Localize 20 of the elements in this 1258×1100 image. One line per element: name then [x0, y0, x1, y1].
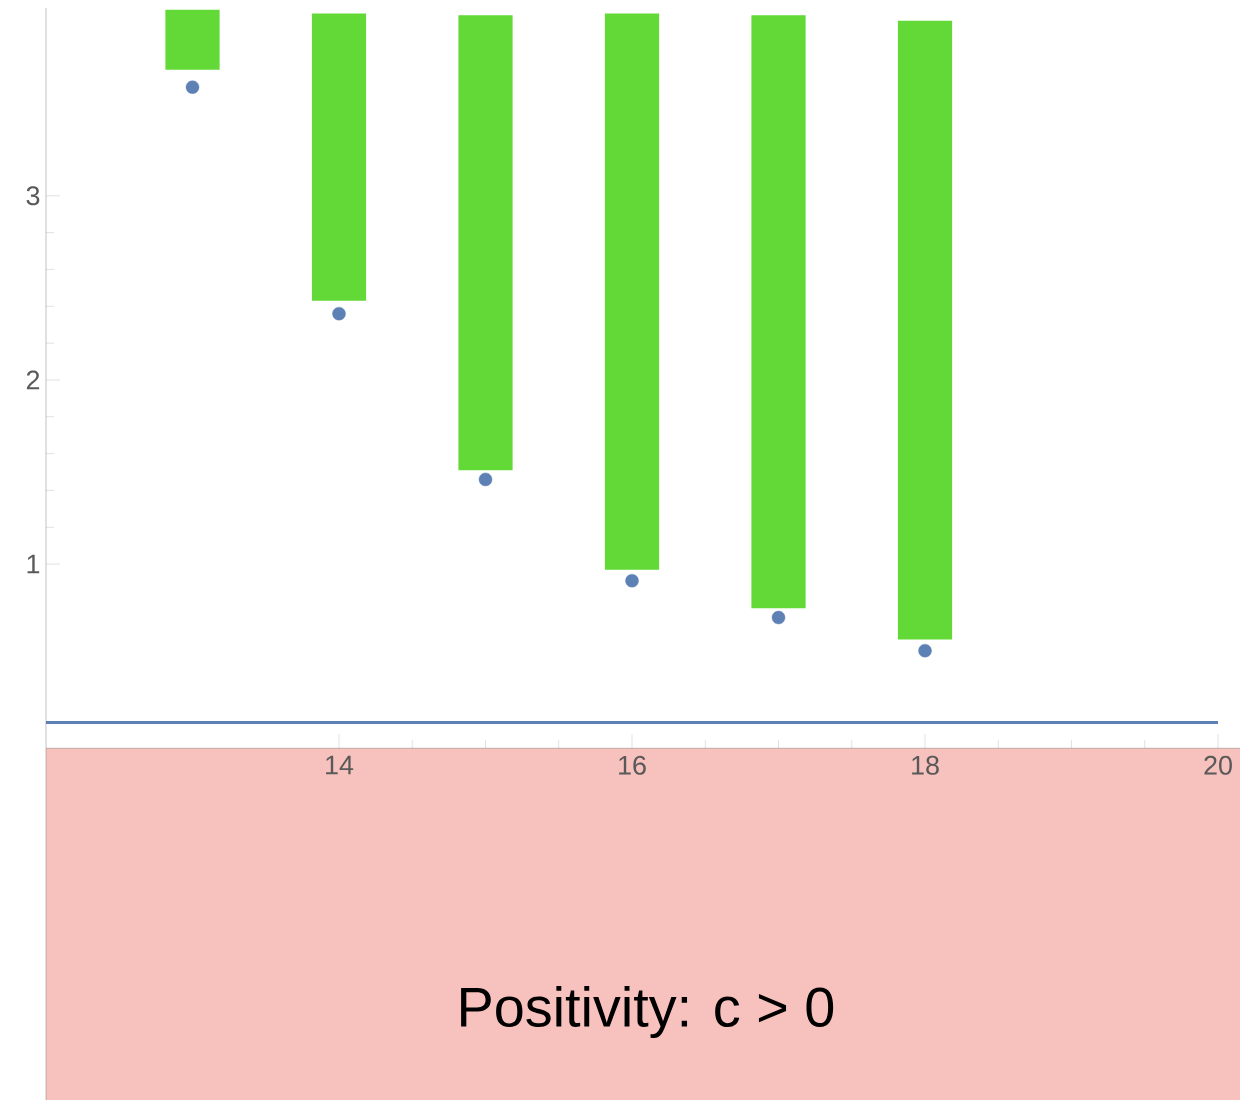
- y-tick-label: 1: [27, 554, 40, 574]
- bar: [751, 15, 806, 609]
- bar: [165, 9, 220, 70]
- point: [771, 610, 786, 625]
- x-tick-label: 16: [619, 755, 646, 775]
- x-tick-label: 20: [1204, 755, 1232, 775]
- bar: [604, 13, 660, 570]
- y-tick-label: 2: [26, 370, 40, 390]
- bar: [897, 20, 953, 640]
- bar: [458, 15, 513, 471]
- bar: [311, 13, 367, 301]
- point: [625, 573, 639, 588]
- y-tick-label: 3: [26, 186, 40, 206]
- point: [918, 643, 932, 658]
- point: [478, 472, 493, 487]
- band-label: Positivity: c > 0: [461, 986, 834, 1039]
- x-tick-label: 18: [912, 755, 939, 775]
- x-tick-label: 14: [326, 755, 354, 775]
- point: [332, 306, 346, 321]
- point: [185, 80, 200, 94]
